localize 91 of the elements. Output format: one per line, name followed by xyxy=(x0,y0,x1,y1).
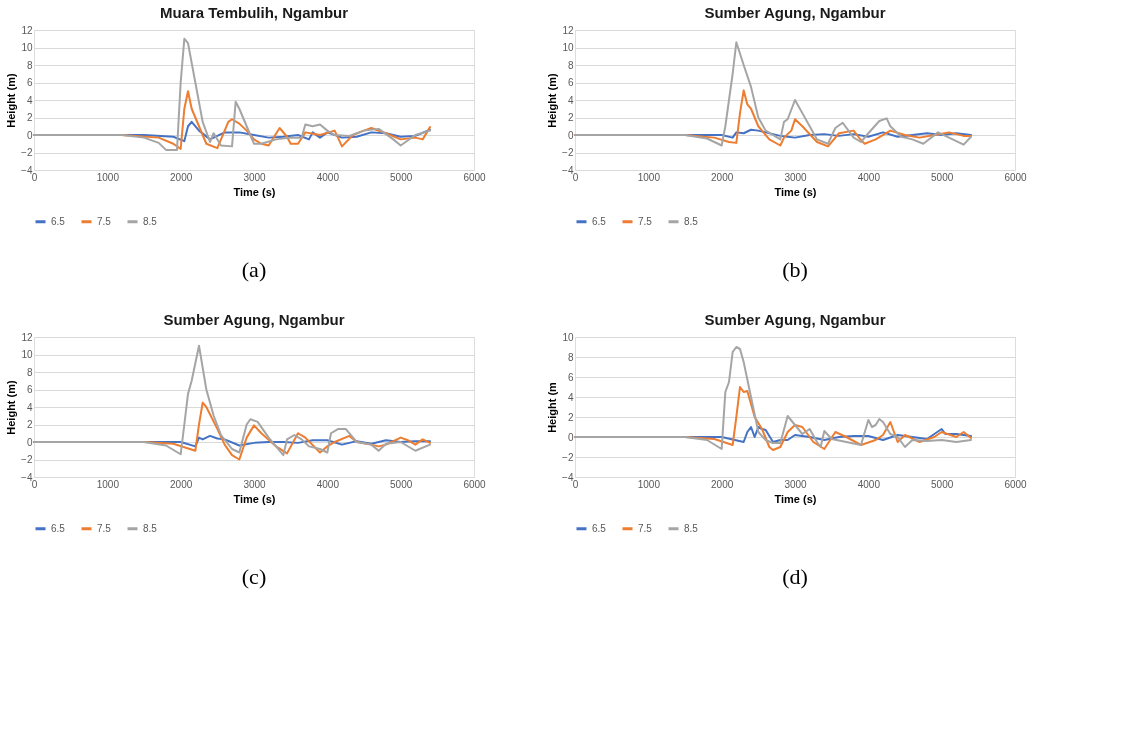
x-tick-label: 6000 xyxy=(1004,478,1028,490)
x-axis-title: Time (s) xyxy=(774,492,817,505)
y-axis-title: Height (m) xyxy=(546,72,559,128)
x-tick-label: 3000 xyxy=(243,171,267,183)
text: (c) xyxy=(241,564,267,589)
y-tick-label: −2 xyxy=(21,454,33,465)
y-tick-label: −4 xyxy=(21,164,33,176)
y-tick-label: −4 xyxy=(21,471,33,483)
y-axis-title: Height (m) xyxy=(5,379,18,435)
y-tick-label: 6 xyxy=(567,77,574,88)
x-tick-label: 1000 xyxy=(96,171,120,183)
x-tick-label: 2000 xyxy=(711,478,734,490)
y-tick-label: 10 xyxy=(562,42,574,53)
x-tick-label: 1000 xyxy=(637,478,661,490)
chart-title: Sumber Agung, Ngambur xyxy=(704,4,886,21)
y-tick-label: −2 xyxy=(562,451,574,463)
y-tick-label: 2 xyxy=(26,419,33,430)
text: (a) xyxy=(241,257,267,282)
x-tick-label: 5000 xyxy=(931,171,954,183)
y-tick-label: 0 xyxy=(567,431,574,443)
y-tick-label: 2 xyxy=(26,112,33,123)
chart-title: Sumber Agung, Ngambur xyxy=(163,311,345,328)
line-series xyxy=(574,346,972,450)
legend-label: 7.5 xyxy=(638,215,653,227)
y-tick-label: 4 xyxy=(567,391,574,403)
line-series xyxy=(33,344,431,457)
line-series xyxy=(33,37,431,151)
y-axis-title: Height (m) xyxy=(5,72,18,128)
x-tick-label: 3000 xyxy=(784,171,808,183)
y-tick-label: 6 xyxy=(567,371,574,383)
x-tick-label: 2000 xyxy=(170,171,193,183)
y-tick-label: 8 xyxy=(26,366,33,378)
y-tick-label: 10 xyxy=(21,42,33,53)
x-tick-label: 3000 xyxy=(243,478,267,490)
y-tick-label: 0 xyxy=(26,436,33,448)
legend-label: 8.5 xyxy=(143,215,158,227)
y-tick-label: 10 xyxy=(21,349,33,360)
x-tick-label: 3000 xyxy=(784,478,808,490)
y-tick-label: 8 xyxy=(567,351,574,363)
legend-label: 7.5 xyxy=(638,522,653,534)
legend-label: 6.5 xyxy=(51,215,66,227)
chart-title: Sumber Agung, Ngambur xyxy=(704,311,886,328)
x-tick-label: 1000 xyxy=(637,171,661,183)
line-series xyxy=(574,41,972,147)
x-tick-label: 5000 xyxy=(390,478,413,490)
x-tick-label: 4000 xyxy=(316,478,340,490)
chart-title: Muara Tembulih, Ngambur xyxy=(159,4,349,21)
x-tick-label: 5000 xyxy=(390,171,413,183)
y-tick-label: −2 xyxy=(21,147,33,158)
y-tick-label: −4 xyxy=(562,164,574,176)
y-tick-label: 8 xyxy=(26,59,33,71)
text: (d) xyxy=(782,564,808,589)
x-tick-label: 6000 xyxy=(1004,171,1028,183)
x-tick-label: 5000 xyxy=(931,478,954,490)
y-tick-label: 0 xyxy=(567,129,574,141)
y-tick-label: 4 xyxy=(26,94,33,106)
legend-label: 8.5 xyxy=(143,522,158,534)
y-tick-label: 12 xyxy=(562,24,574,36)
legend-label: 7.5 xyxy=(97,215,112,227)
x-tick-label: 4000 xyxy=(857,171,881,183)
legend-label: 8.5 xyxy=(684,522,699,534)
y-tick-label: 12 xyxy=(21,331,33,343)
y-tick-label: 8 xyxy=(567,59,574,71)
legend-label: 6.5 xyxy=(592,215,607,227)
y-tick-label: 6 xyxy=(26,77,33,88)
y-tick-label: −2 xyxy=(562,147,574,158)
y-tick-label: 10 xyxy=(562,331,574,343)
x-tick-label: 4000 xyxy=(316,171,340,183)
x-tick-label: 6000 xyxy=(463,171,487,183)
y-tick-label: 2 xyxy=(567,112,574,123)
x-tick-label: 4000 xyxy=(857,478,881,490)
text: (b) xyxy=(782,257,808,282)
y-tick-label: −4 xyxy=(562,471,574,483)
x-axis-title: Time (s) xyxy=(233,492,276,505)
x-tick-label: 2000 xyxy=(170,478,193,490)
legend-label: 6.5 xyxy=(592,522,607,534)
y-tick-label: 12 xyxy=(21,24,33,36)
y-tick-label: 4 xyxy=(567,94,574,106)
y-tick-label: 2 xyxy=(567,411,574,423)
x-axis-title: Time (s) xyxy=(774,185,817,198)
legend-label: 7.5 xyxy=(97,522,112,534)
legend-label: 8.5 xyxy=(684,215,699,227)
y-tick-label: 0 xyxy=(26,129,33,141)
x-axis-title: Time (s) xyxy=(233,185,276,198)
y-tick-label: 6 xyxy=(26,384,33,395)
x-tick-label: 1000 xyxy=(96,478,120,490)
legend-label: 6.5 xyxy=(51,522,66,534)
x-tick-label: 6000 xyxy=(463,478,487,490)
x-tick-label: 2000 xyxy=(711,171,734,183)
y-tick-label: 4 xyxy=(26,401,33,413)
y-axis-title: Height (m xyxy=(546,381,559,433)
